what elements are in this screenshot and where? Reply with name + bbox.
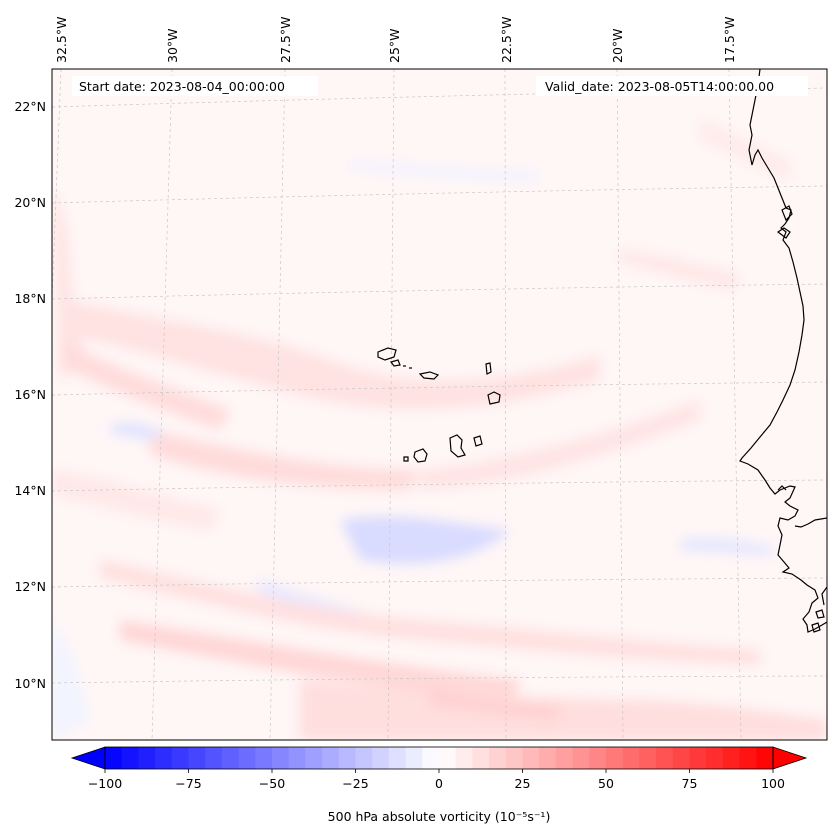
colorbar-cell bbox=[355, 747, 373, 769]
colorbar-cell bbox=[121, 747, 139, 769]
colorbar-cell bbox=[388, 747, 407, 769]
cape-verde-islands bbox=[377, 347, 501, 463]
colorbar-cell bbox=[522, 747, 540, 769]
lat-label: 18°N bbox=[14, 291, 46, 306]
colorbar-cell bbox=[589, 747, 607, 769]
colorbar-cell bbox=[489, 747, 507, 769]
colorbar-cell bbox=[656, 747, 674, 769]
colorbar-cell bbox=[689, 747, 707, 769]
colorbar-cell bbox=[722, 747, 741, 769]
colorbar-cell bbox=[405, 747, 423, 769]
colorbar-cell bbox=[756, 747, 774, 769]
colorbar-label: 500 hPa absolute vorticity (10⁻⁵s⁻¹) bbox=[328, 809, 551, 824]
lon-label: 32.5°W bbox=[54, 17, 69, 63]
map-frame bbox=[51, 68, 828, 741]
colorbar-cell bbox=[238, 747, 256, 769]
colorbar-cell bbox=[255, 747, 273, 769]
lat-label: 16°N bbox=[14, 387, 46, 402]
lon-label: 30°W bbox=[165, 28, 180, 63]
colorbar: −100 −75 −50 −25 0 25 50 75 100 500 hPa absolute… bbox=[70, 746, 808, 824]
valid-date-box bbox=[536, 76, 808, 96]
vorticity-field bbox=[52, 69, 827, 740]
colorbar-high-extend bbox=[772, 746, 808, 770]
colorbar-cell bbox=[221, 747, 240, 769]
colorbar-tick-label: 50 bbox=[598, 776, 614, 791]
colorbar-cell bbox=[105, 747, 123, 769]
colorbar-cell bbox=[472, 747, 490, 769]
colorbar-cell bbox=[155, 747, 173, 769]
start-date-box bbox=[72, 76, 318, 96]
lat-label: 10°N bbox=[14, 676, 46, 691]
colorbar-tick-label: −25 bbox=[342, 776, 368, 791]
lat-label: 12°N bbox=[14, 579, 46, 594]
lat-label: 20°N bbox=[14, 195, 46, 210]
colorbar-cell bbox=[138, 747, 156, 769]
map-gridlines bbox=[52, 69, 827, 740]
lat-label: 14°N bbox=[14, 483, 46, 498]
colorbar-tick-label: −50 bbox=[259, 776, 285, 791]
start-date-text: Start date: 2023-08-04_00:00:00 bbox=[79, 79, 285, 94]
colorbar-cell bbox=[539, 747, 557, 769]
lon-label: 22.5°W bbox=[499, 17, 514, 63]
colorbar-cell bbox=[171, 747, 190, 769]
lon-label: 25°W bbox=[387, 28, 402, 63]
colorbar-ticks: −100 −75 −50 −25 0 25 50 75 100 bbox=[88, 769, 785, 791]
colorbar-cell bbox=[272, 747, 290, 769]
colorbar-tick-label: 100 bbox=[761, 776, 785, 791]
valid-date-text: Valid_date: 2023-08-05T14:00:00.00 bbox=[545, 79, 774, 94]
colorbar-tick-label: −75 bbox=[175, 776, 201, 791]
colorbar-low-extend bbox=[70, 746, 106, 770]
colorbar-cell bbox=[305, 747, 323, 769]
colorbar-cell bbox=[672, 747, 691, 769]
colorbar-cell bbox=[505, 747, 524, 769]
colorbar-cell bbox=[606, 747, 624, 769]
colorbar-cell bbox=[572, 747, 590, 769]
lon-label: 17.5°W bbox=[722, 17, 737, 63]
colorbar-cells bbox=[105, 747, 774, 769]
lon-label: 20°W bbox=[610, 28, 625, 63]
colorbar-cell bbox=[739, 747, 757, 769]
colorbar-tick-label: 0 bbox=[435, 776, 443, 791]
colorbar-cell bbox=[322, 747, 340, 769]
colorbar-cell bbox=[422, 747, 440, 769]
colorbar-cell bbox=[555, 747, 574, 769]
latitude-labels: 22°N 20°N 18°N 16°N 14°N 12°N 10°N bbox=[14, 99, 46, 691]
colorbar-cell bbox=[288, 747, 306, 769]
longitude-labels: 32.5°W 30°W 27.5°W 25°W 22.5°W 20°W 17.5… bbox=[54, 17, 737, 63]
colorbar-tick-label: 25 bbox=[515, 776, 531, 791]
colorbar-cell bbox=[622, 747, 640, 769]
colorbar-cell bbox=[338, 747, 357, 769]
colorbar-cell bbox=[706, 747, 724, 769]
colorbar-tick-label: −100 bbox=[88, 776, 122, 791]
colorbar-cell bbox=[455, 747, 473, 769]
africa-coastline bbox=[739, 69, 827, 633]
colorbar-cell bbox=[439, 747, 457, 769]
colorbar-tick-label: 75 bbox=[682, 776, 698, 791]
colorbar-cell bbox=[639, 747, 657, 769]
colorbar-cell bbox=[188, 747, 206, 769]
colorbar-cell bbox=[372, 747, 390, 769]
lon-label: 27.5°W bbox=[278, 17, 293, 63]
colorbar-cell bbox=[205, 747, 223, 769]
lat-label: 22°N bbox=[14, 99, 46, 114]
